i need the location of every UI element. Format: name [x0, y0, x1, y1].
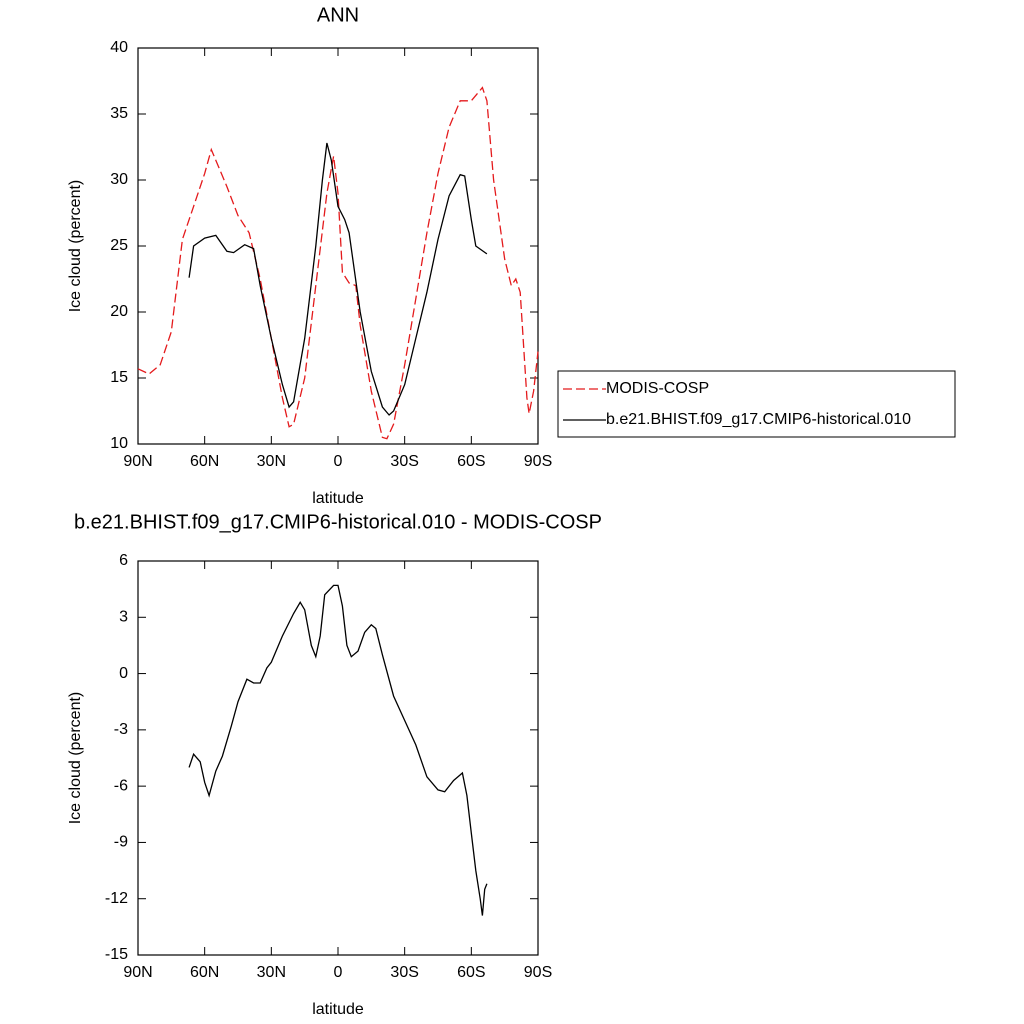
x-tick-label: 90N: [123, 453, 152, 470]
legend-box: [557, 370, 956, 438]
y-axis-label: Ice cloud (percent): [67, 692, 84, 825]
legend-label: b.e21.BHIST.f09_g17.CMIP6-historical.010: [606, 411, 911, 428]
x-tick-label: 30N: [257, 453, 286, 470]
data-line: [137, 86, 539, 440]
y-tick-label: -12: [105, 890, 128, 907]
chart-title: ANN: [317, 4, 359, 26]
y-tick-label: 25: [110, 237, 128, 254]
x-tick-label: 90S: [524, 453, 552, 470]
x-tick-label: 60N: [190, 964, 219, 981]
y-axis-label: Ice cloud (percent): [67, 180, 84, 313]
plot-frame: [137, 47, 539, 445]
y-tick-label: -3: [114, 721, 128, 738]
plot-frame: [137, 560, 539, 956]
x-tick-label: 0: [334, 964, 343, 981]
y-tick-label: -6: [114, 777, 128, 794]
x-tick-label: 30S: [390, 964, 418, 981]
y-tick-label: 20: [110, 303, 128, 320]
y-tick-label: 40: [110, 39, 128, 56]
x-tick-label: 30N: [257, 964, 286, 981]
y-tick-label: 6: [119, 552, 128, 569]
x-axis-label: latitude: [312, 490, 364, 507]
data-line: [188, 142, 488, 416]
x-tick-label: 0: [334, 453, 343, 470]
x-tick-label: 30S: [390, 453, 418, 470]
legend-label: MODIS-COSP: [606, 380, 709, 397]
x-tick-label: 60S: [457, 453, 485, 470]
y-tick-label: 3: [119, 609, 128, 626]
x-axis-label: latitude: [312, 1001, 364, 1018]
y-tick-label: -15: [105, 946, 128, 963]
y-tick-label: 30: [110, 171, 128, 188]
x-tick-label: 90S: [524, 964, 552, 981]
chart-title: b.e21.BHIST.f09_g17.CMIP6-historical.010…: [74, 511, 602, 533]
y-tick-label: 15: [110, 369, 128, 386]
y-tick-label: 10: [110, 435, 128, 452]
y-tick-label: -9: [114, 834, 128, 851]
y-tick-label: 35: [110, 105, 128, 122]
x-tick-label: 90N: [123, 964, 152, 981]
x-tick-label: 60N: [190, 453, 219, 470]
x-tick-label: 60S: [457, 964, 485, 981]
y-tick-label: 0: [119, 665, 128, 682]
data-line: [188, 584, 488, 916]
